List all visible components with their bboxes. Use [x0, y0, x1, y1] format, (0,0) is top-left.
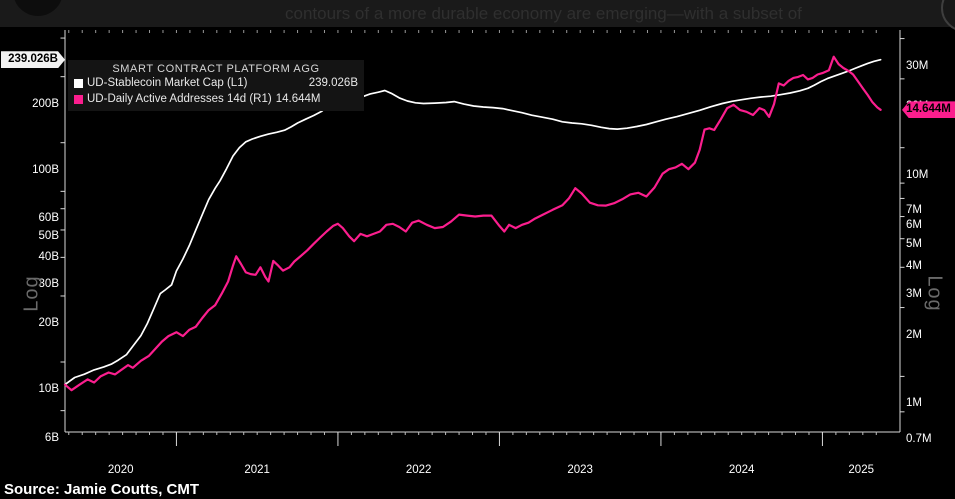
right-axis-tick-label: 4M	[906, 259, 922, 272]
left-axis-tick-label: 10B	[38, 383, 59, 395]
right-axis-tick-label: 5M	[906, 237, 922, 250]
right-axis-tick-label: 0.7M	[906, 432, 932, 445]
right-axis-tick-label: 30M	[906, 59, 929, 72]
left-axis-tick-label: 30B	[38, 278, 59, 291]
left-log-scale-label: Log	[20, 275, 43, 312]
x-axis-year-label: 2025	[848, 464, 874, 476]
stablecoin-series-swatch	[74, 78, 83, 88]
left-axis-tick-label: 6B	[44, 431, 59, 444]
left-axis-last-value-badge: 239.026B	[1, 51, 65, 68]
left-axis-tick-label: 50B	[38, 229, 59, 242]
right-axis-last-value-badge: 14.644M	[902, 101, 955, 119]
left-axis-tick-label: 60B	[38, 212, 59, 225]
right-axis-tick-label: 3M	[906, 288, 922, 301]
left-axis-tick-label: 40B	[38, 250, 59, 263]
chart-panel: 202020212022202320242025300B200B100B60B5…	[0, 27, 955, 499]
legend-label-stablecoin: UD-Stablecoin Market Cap (L1)	[87, 77, 248, 89]
x-axis-year-label: 2020	[107, 464, 134, 476]
legend-row-stablecoin: UD-Stablecoin Market Cap (L1) 239.026B	[68, 75, 364, 91]
legend-row-active-addresses: UD-Daily Active Addresses 14d (R1) 14.64…	[68, 91, 364, 107]
post-context-text: contours of a more durable economy are e…	[285, 4, 802, 23]
left-axis-tick-label: 200B	[32, 97, 59, 110]
chart-plot-area	[60, 30, 905, 446]
right-axis-tick-label: 6M	[906, 219, 922, 232]
legend-label-active-addresses: UD-Daily Active Addresses 14d (R1)	[87, 93, 272, 105]
avatar	[13, 0, 63, 16]
x-axis-year-label: 2024	[728, 464, 755, 476]
x-axis-year-label: 2022	[405, 464, 432, 476]
stablecoin-market-cap-line	[64, 58, 882, 386]
daily-active-addresses-line	[63, 55, 882, 392]
source-credit: Source: Jamie Coutts, CMT	[4, 481, 200, 498]
legend-title: SMART CONTRACT PLATFORM AGG	[112, 63, 320, 75]
left-axis-tick-label: 20B	[38, 316, 59, 329]
legend-value-stablecoin: 239.026B	[308, 77, 358, 89]
right-axis-tick-label: 1M	[906, 397, 922, 410]
active-addresses-series-swatch	[74, 94, 83, 104]
right-axis-tick-label: 10M	[906, 168, 929, 181]
legend-value-active-addresses: 14.644M	[275, 93, 321, 105]
right-axis-tick-label: 2M	[906, 328, 922, 341]
right-axis-tick-label: 7M	[906, 204, 922, 217]
chart-legend: SMART CONTRACT PLATFORM AGG UD-Stablecoi…	[68, 60, 364, 111]
x-axis-year-label: 2023	[567, 464, 593, 476]
left-axis-tick-label: 100B	[32, 163, 59, 176]
post-context-strip: contours of a more durable economy are e…	[0, 0, 955, 32]
x-axis-year-label: 2021	[244, 464, 270, 476]
right-log-scale-label: Log	[923, 275, 946, 312]
